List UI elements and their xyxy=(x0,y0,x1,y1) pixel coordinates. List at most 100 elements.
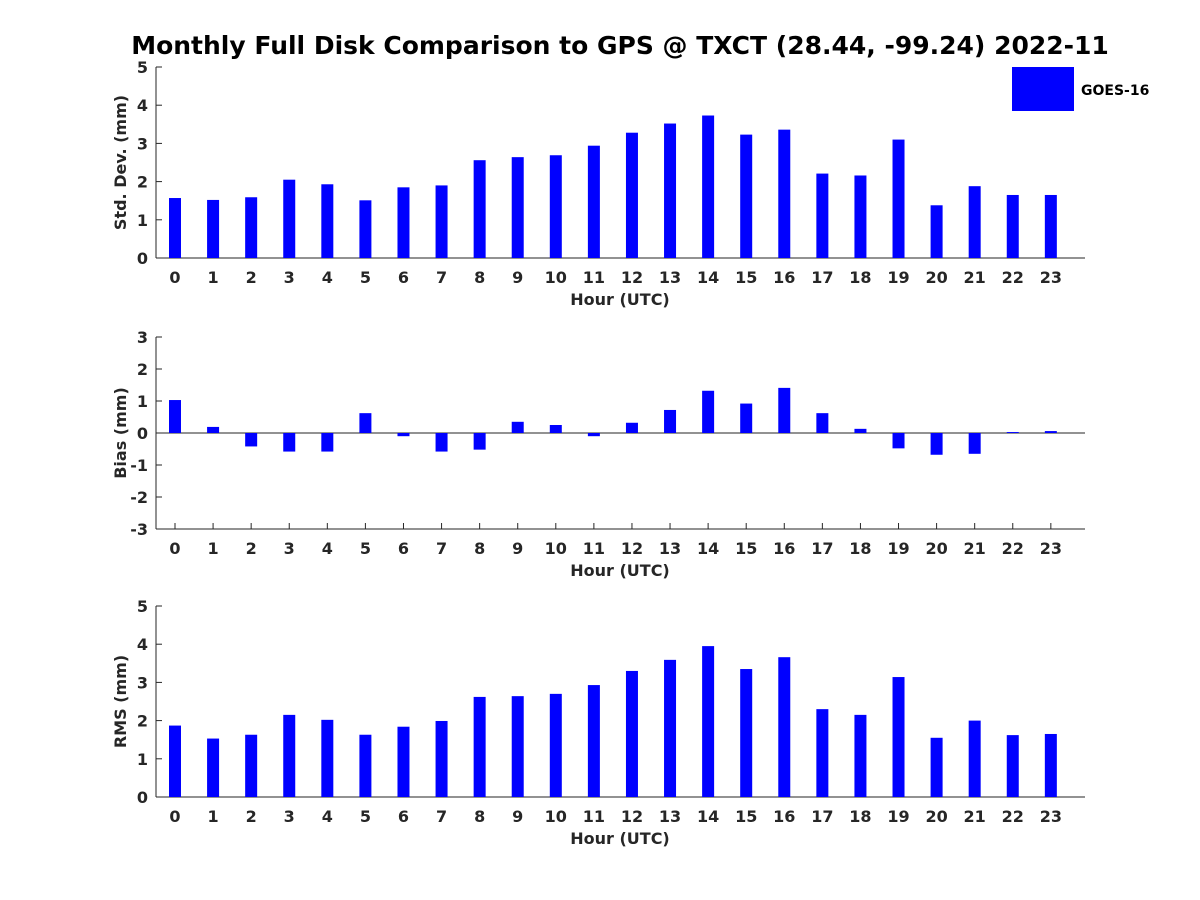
x-tick-label: 20 xyxy=(925,268,947,287)
bar xyxy=(549,155,562,258)
legend-swatch xyxy=(1012,67,1074,111)
x-tick-label: 8 xyxy=(474,268,485,287)
x-tick-label: 13 xyxy=(659,807,681,826)
x-tick-label: 19 xyxy=(887,539,909,558)
bar xyxy=(816,173,829,258)
bar xyxy=(968,433,981,454)
bar xyxy=(397,187,410,258)
bar xyxy=(245,197,258,258)
x-tick-label: 23 xyxy=(1040,268,1062,287)
x-tick-label: 16 xyxy=(773,807,795,826)
y-tick-label: 5 xyxy=(137,58,148,77)
x-tick-label: 14 xyxy=(697,807,719,826)
y-tick-label: 4 xyxy=(137,635,148,654)
bar xyxy=(207,738,220,797)
x-tick-label: 19 xyxy=(887,268,909,287)
y-tick-label: 1 xyxy=(137,211,148,230)
y-tick-label: -3 xyxy=(130,520,148,539)
x-tick-label: 0 xyxy=(169,807,180,826)
bar xyxy=(702,646,715,797)
x-tick-label: 11 xyxy=(583,268,605,287)
x-tick-label: 23 xyxy=(1040,807,1062,826)
y-tick-label: 0 xyxy=(137,424,148,443)
bar xyxy=(321,433,334,452)
bar xyxy=(207,199,220,258)
x-tick-label: 11 xyxy=(583,807,605,826)
y-tick-label: 2 xyxy=(137,712,148,731)
bar xyxy=(740,403,753,433)
bar xyxy=(1006,194,1019,258)
x-tick-label: 4 xyxy=(322,539,333,558)
x-tick-label: 21 xyxy=(964,539,986,558)
bar xyxy=(1044,733,1057,797)
y-axis-label: Bias (mm) xyxy=(111,387,130,479)
x-tick-label: 0 xyxy=(169,539,180,558)
bar xyxy=(397,726,410,797)
y-tick-label: 2 xyxy=(137,173,148,192)
y-tick-label: -2 xyxy=(130,488,148,507)
bar xyxy=(245,734,258,797)
bar xyxy=(359,413,372,433)
bar xyxy=(397,433,410,437)
bar xyxy=(702,115,715,258)
x-tick-label: 6 xyxy=(398,268,409,287)
x-tick-label: 17 xyxy=(811,268,833,287)
x-tick-label: 1 xyxy=(208,539,219,558)
bar xyxy=(321,184,334,258)
x-tick-label: 6 xyxy=(398,539,409,558)
y-tick-label: 5 xyxy=(137,597,148,616)
bar xyxy=(473,433,486,450)
x-tick-label: 8 xyxy=(474,807,485,826)
bar xyxy=(664,659,677,797)
x-axis-label: Hour (UTC) xyxy=(570,561,670,580)
bar xyxy=(625,422,638,433)
y-tick-label: 0 xyxy=(137,788,148,807)
bar xyxy=(245,433,258,447)
bar xyxy=(587,433,600,437)
bar xyxy=(778,387,791,433)
x-tick-label: 7 xyxy=(436,539,447,558)
x-axis-label: Hour (UTC) xyxy=(570,829,670,848)
bar xyxy=(511,696,524,797)
x-tick-label: 4 xyxy=(322,807,333,826)
bar xyxy=(1006,432,1019,433)
bar xyxy=(625,670,638,797)
bar xyxy=(854,714,867,797)
x-tick-label: 18 xyxy=(849,807,871,826)
x-tick-label: 3 xyxy=(284,268,295,287)
x-tick-label: 2 xyxy=(246,539,257,558)
bar xyxy=(587,685,600,797)
y-tick-label: 3 xyxy=(137,328,148,347)
x-tick-label: 0 xyxy=(169,268,180,287)
bar xyxy=(854,428,867,433)
bar xyxy=(435,720,448,797)
x-tick-label: 5 xyxy=(360,268,371,287)
x-tick-label: 3 xyxy=(284,539,295,558)
bar xyxy=(1006,735,1019,797)
x-tick-label: 9 xyxy=(512,807,523,826)
x-tick-label: 20 xyxy=(925,539,947,558)
x-tick-label: 18 xyxy=(849,539,871,558)
bar xyxy=(1044,431,1057,433)
x-tick-label: 22 xyxy=(1002,268,1024,287)
x-tick-label: 14 xyxy=(697,539,719,558)
y-axis-label: RMS (mm) xyxy=(111,655,130,748)
y-tick-label: 1 xyxy=(137,392,148,411)
bar xyxy=(664,409,677,433)
bar xyxy=(587,145,600,258)
bar xyxy=(283,179,296,258)
x-tick-label: 14 xyxy=(697,268,719,287)
x-tick-label: 15 xyxy=(735,807,757,826)
y-tick-label: 4 xyxy=(137,96,148,115)
legend-label: GOES-16 xyxy=(1081,83,1149,99)
bar xyxy=(930,205,943,258)
bar xyxy=(625,132,638,258)
bar xyxy=(359,200,372,258)
bar xyxy=(169,198,181,258)
x-tick-label: 23 xyxy=(1040,539,1062,558)
bar xyxy=(778,657,791,797)
bar xyxy=(549,425,562,433)
x-tick-label: 9 xyxy=(512,268,523,287)
x-axis-label: Hour (UTC) xyxy=(570,290,670,309)
